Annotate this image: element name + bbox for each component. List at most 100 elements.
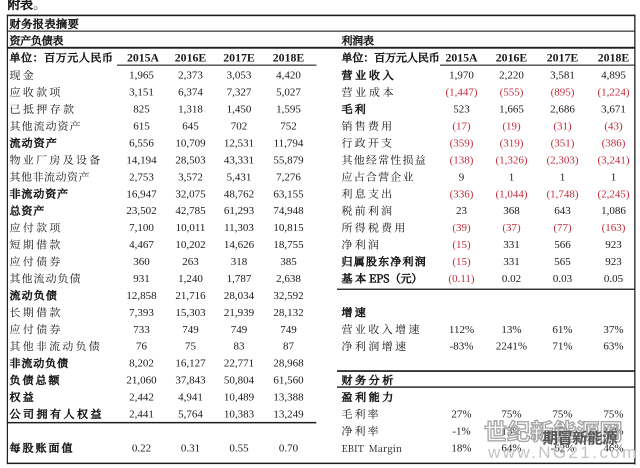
svg-text:13,388: 13,388 [273, 392, 304, 404]
svg-text:0.03: 0.03 [553, 273, 573, 285]
svg-text:43,331: 43,331 [224, 154, 254, 166]
svg-text:318: 318 [231, 256, 248, 268]
svg-text:27%: 27% [451, 409, 471, 421]
svg-text:10,383: 10,383 [224, 409, 255, 421]
svg-text:(77): (77) [553, 222, 572, 234]
svg-text:(43): (43) [604, 121, 623, 133]
svg-text:565: 565 [554, 256, 571, 268]
svg-text:15,303: 15,303 [175, 307, 206, 319]
svg-text:11,303: 11,303 [224, 222, 254, 234]
svg-text:1,240: 1,240 [178, 273, 203, 285]
svg-text:3,151: 3,151 [129, 87, 154, 99]
svg-text:9: 9 [459, 171, 465, 183]
svg-text:2018E: 2018E [598, 50, 630, 64]
svg-text:75: 75 [185, 341, 197, 353]
svg-text:(31): (31) [553, 121, 572, 133]
svg-text:749: 749 [280, 324, 297, 336]
svg-text:46%: 46% [603, 442, 623, 454]
svg-text:21,060: 21,060 [126, 375, 157, 387]
svg-text:10,489: 10,489 [224, 392, 255, 404]
svg-text:5,764: 5,764 [178, 409, 203, 421]
svg-text:749: 749 [231, 324, 248, 336]
svg-text:1,965: 1,965 [129, 70, 154, 82]
svg-text:0.05: 0.05 [604, 273, 624, 285]
svg-text:1,318: 1,318 [178, 104, 203, 116]
svg-text:14,194: 14,194 [126, 154, 157, 166]
svg-text:-83%: -83% [450, 341, 474, 353]
svg-text:(39): (39) [452, 222, 471, 234]
svg-text:523: 523 [453, 104, 470, 116]
svg-text:28,034: 28,034 [224, 290, 255, 302]
svg-text:(555): (555) [500, 87, 524, 99]
svg-text:3,053: 3,053 [227, 70, 252, 82]
svg-text:6,556: 6,556 [129, 137, 154, 149]
svg-text:4,467: 4,467 [129, 239, 154, 251]
svg-text:64%: 64% [501, 442, 521, 454]
svg-text:615: 615 [133, 121, 150, 133]
svg-text:(319): (319) [500, 137, 524, 149]
svg-text:2,220: 2,220 [499, 70, 524, 82]
svg-text:12,858: 12,858 [126, 290, 157, 302]
svg-text:(336): (336) [450, 188, 474, 200]
svg-text:2241%: 2241% [496, 341, 527, 353]
svg-text:(1,447): (1,447) [445, 87, 477, 99]
svg-text:7,393: 7,393 [129, 307, 154, 319]
svg-text:63,155: 63,155 [273, 188, 304, 200]
svg-text:3,671: 3,671 [601, 104, 626, 116]
svg-text:(1,044): (1,044) [495, 188, 527, 200]
svg-text:2017E: 2017E [547, 50, 579, 64]
svg-text:11,794: 11,794 [274, 137, 304, 149]
svg-text:360: 360 [133, 256, 150, 268]
svg-text:61%: 61% [552, 324, 572, 336]
svg-text:923: 923 [605, 239, 622, 251]
svg-text:18,755: 18,755 [273, 239, 304, 251]
svg-text:923: 923 [605, 256, 622, 268]
svg-text:7,327: 7,327 [227, 87, 252, 99]
svg-text:23,502: 23,502 [126, 205, 156, 217]
svg-text:(1,224): (1,224) [597, 87, 629, 99]
svg-text:(386): (386) [602, 137, 626, 149]
svg-text:2016E: 2016E [175, 50, 207, 64]
svg-text:733: 733 [133, 324, 150, 336]
svg-text:(895): (895) [551, 87, 575, 99]
svg-text:28,503: 28,503 [175, 154, 206, 166]
svg-text:749: 749 [182, 324, 199, 336]
svg-text:702: 702 [231, 121, 248, 133]
svg-text:0.31: 0.31 [181, 442, 200, 454]
svg-text:2,753: 2,753 [129, 171, 154, 183]
svg-text:1,970: 1,970 [449, 70, 474, 82]
svg-text:2015A: 2015A [127, 50, 160, 64]
svg-text:83: 83 [234, 341, 246, 353]
svg-text:(1,326): (1,326) [495, 154, 527, 166]
svg-text:28,132: 28,132 [273, 307, 303, 319]
svg-text:87: 87 [283, 341, 295, 353]
svg-text:23: 23 [456, 205, 468, 217]
svg-text:12,531: 12,531 [224, 137, 254, 149]
svg-text:(0.11): (0.11) [448, 273, 475, 285]
svg-text:28,968: 28,968 [273, 358, 304, 370]
svg-text:(138): (138) [450, 154, 474, 166]
svg-text:385: 385 [280, 256, 297, 268]
svg-text:263: 263 [182, 256, 199, 268]
svg-text:(359): (359) [450, 137, 474, 149]
svg-text:14,626: 14,626 [224, 239, 255, 251]
svg-text:61,560: 61,560 [273, 375, 304, 387]
svg-text:1: 1 [560, 171, 566, 183]
svg-text:3,581: 3,581 [550, 70, 575, 82]
svg-text:825: 825 [133, 104, 150, 116]
svg-text:18%: 18% [451, 442, 471, 454]
svg-text:1: 1 [509, 171, 515, 183]
svg-text:566: 566 [554, 239, 571, 251]
svg-text:5,027: 5,027 [276, 87, 301, 99]
svg-text:74,948: 74,948 [273, 205, 304, 217]
svg-text:6,374: 6,374 [178, 87, 203, 99]
svg-text:10,202: 10,202 [175, 239, 205, 251]
svg-text:10,011: 10,011 [176, 222, 206, 234]
svg-text:0.55: 0.55 [229, 442, 249, 454]
svg-text:1,665: 1,665 [499, 104, 524, 116]
svg-text:0.02: 0.02 [502, 273, 521, 285]
svg-text:1: 1 [611, 171, 617, 183]
svg-text:42,785: 42,785 [175, 205, 206, 217]
svg-text:2015A: 2015A [445, 50, 478, 64]
svg-text:-1%: -1% [452, 425, 470, 437]
